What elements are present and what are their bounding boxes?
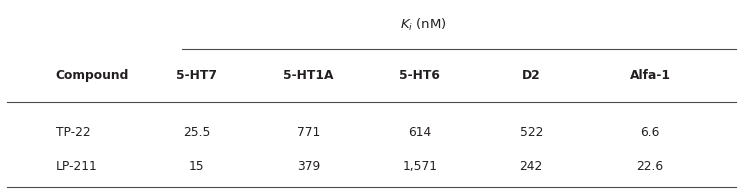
Text: 379: 379 [296, 160, 320, 173]
Text: Alfa-1: Alfa-1 [629, 69, 671, 82]
Text: Compound: Compound [56, 69, 129, 82]
Text: LP-211: LP-211 [56, 160, 97, 173]
Text: 614: 614 [408, 126, 432, 139]
Text: 1,571: 1,571 [402, 160, 438, 173]
Text: 242: 242 [519, 160, 543, 173]
Text: 15: 15 [189, 160, 205, 173]
Text: 5-HT1A: 5-HT1A [283, 69, 334, 82]
Text: 771: 771 [296, 126, 320, 139]
Text: 5-HT6: 5-HT6 [399, 69, 441, 82]
Text: D2: D2 [522, 69, 541, 82]
Text: 25.5: 25.5 [184, 126, 210, 139]
Text: 522: 522 [519, 126, 543, 139]
Text: TP-22: TP-22 [56, 126, 91, 139]
Text: $\mathit{K}_\mathit{i}$ (nM): $\mathit{K}_\mathit{i}$ (nM) [400, 16, 447, 33]
Text: 6.6: 6.6 [640, 126, 660, 139]
Text: 5-HT7: 5-HT7 [176, 69, 218, 82]
Text: 22.6: 22.6 [637, 160, 663, 173]
